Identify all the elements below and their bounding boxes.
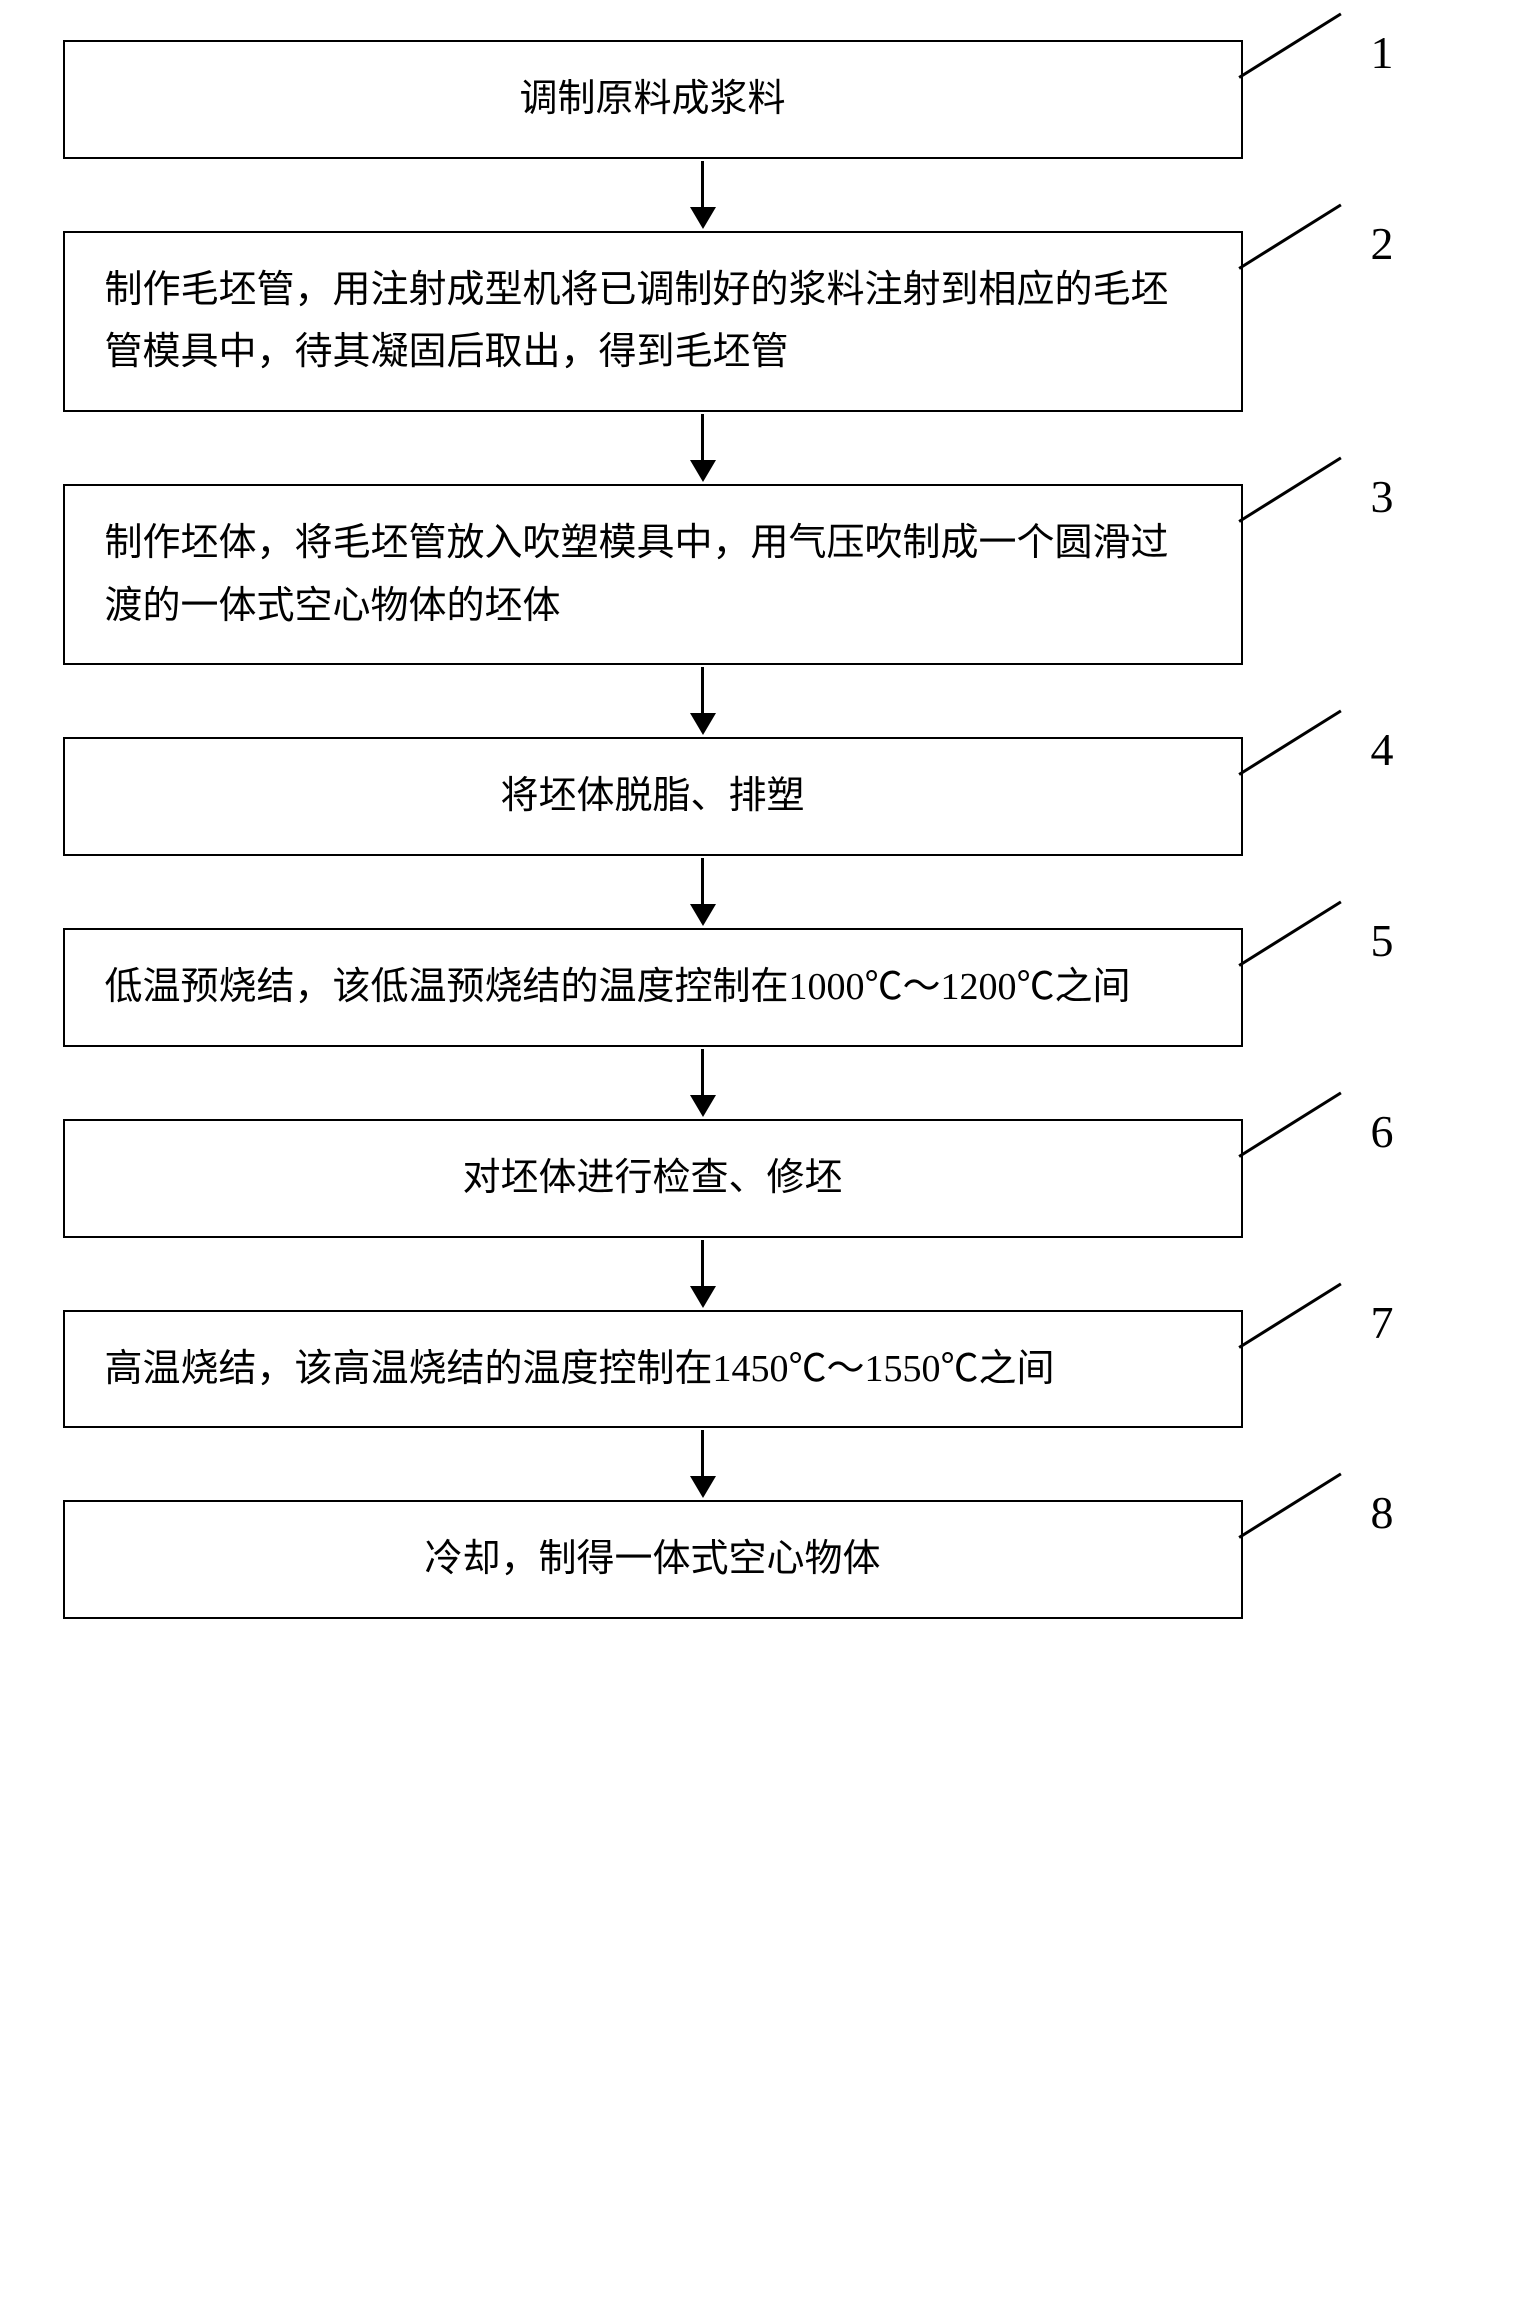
arrow-head bbox=[690, 1286, 716, 1308]
callout-3: 3 bbox=[1239, 478, 1394, 523]
step-text: 对坯体进行检查、修坯 bbox=[462, 1147, 842, 1210]
arrow-shaft bbox=[701, 858, 704, 904]
step-box-7: 高温烧结，该高温烧结的温度控制在1450℃～1550℃之间 bbox=[63, 1310, 1243, 1429]
step-row-7: 高温烧结，该高温烧结的温度控制在1450℃～1550℃之间 7 bbox=[63, 1310, 1463, 1429]
arrow-7 bbox=[690, 1428, 716, 1500]
callout-2: 2 bbox=[1239, 225, 1394, 270]
callout-num: 4 bbox=[1371, 723, 1394, 776]
arrow-shaft bbox=[701, 667, 704, 713]
callout-7: 7 bbox=[1239, 1304, 1394, 1349]
arrow-6 bbox=[690, 1238, 716, 1310]
callout-num: 5 bbox=[1371, 914, 1394, 967]
step-box-2: 制作毛坯管，用注射成型机将已调制好的浆料注射到相应的毛坯管模具中，待其凝固后取出… bbox=[63, 231, 1243, 412]
flowchart-container: 调制原料成浆料 1 制作毛坯管，用注射成型机将已调制好的浆料注射到相应的毛坯管模… bbox=[63, 40, 1463, 1619]
step-text: 调制原料成浆料 bbox=[519, 68, 785, 131]
arrow-head bbox=[690, 713, 716, 735]
arrow-3 bbox=[690, 665, 716, 737]
callout-line bbox=[1238, 457, 1341, 523]
callout-8: 8 bbox=[1239, 1494, 1394, 1539]
step-row-6: 对坯体进行检查、修坯 6 bbox=[63, 1119, 1463, 1238]
arrow-head bbox=[690, 1476, 716, 1498]
callout-line bbox=[1238, 1473, 1341, 1539]
step-box-1: 调制原料成浆料 bbox=[63, 40, 1243, 159]
callout-num: 6 bbox=[1371, 1105, 1394, 1158]
step-row-3: 制作坯体，将毛坯管放入吹塑模具中，用气压吹制成一个圆滑过渡的一体式空心物体的坯体… bbox=[63, 484, 1463, 665]
callout-line bbox=[1238, 710, 1341, 776]
arrow-shaft bbox=[701, 1430, 704, 1476]
step-row-1: 调制原料成浆料 1 bbox=[63, 40, 1463, 159]
arrow-5 bbox=[690, 1047, 716, 1119]
step-text: 制作毛坯管，用注射成型机将已调制好的浆料注射到相应的毛坯管模具中，待其凝固后取出… bbox=[105, 259, 1201, 384]
callout-line bbox=[1238, 13, 1341, 79]
arrow-shaft bbox=[701, 1240, 704, 1286]
callout-4: 4 bbox=[1239, 731, 1394, 776]
callout-1: 1 bbox=[1239, 34, 1394, 79]
callout-num: 1 bbox=[1371, 26, 1394, 79]
arrow-shaft bbox=[701, 161, 704, 207]
callout-line bbox=[1238, 203, 1341, 269]
arrow-head bbox=[690, 460, 716, 482]
callout-num: 7 bbox=[1371, 1296, 1394, 1349]
arrow-1 bbox=[690, 159, 716, 231]
arrow-4 bbox=[690, 856, 716, 928]
callout-line bbox=[1238, 1091, 1341, 1157]
arrow-2 bbox=[690, 412, 716, 484]
step-text: 高温烧结，该高温烧结的温度控制在1450℃～1550℃之间 bbox=[105, 1338, 1055, 1401]
callout-line bbox=[1238, 1282, 1341, 1348]
callout-num: 8 bbox=[1371, 1486, 1394, 1539]
callout-num: 2 bbox=[1371, 217, 1394, 270]
step-text: 制作坯体，将毛坯管放入吹塑模具中，用气压吹制成一个圆滑过渡的一体式空心物体的坯体 bbox=[105, 512, 1201, 637]
callout-6: 6 bbox=[1239, 1113, 1394, 1158]
step-box-3: 制作坯体，将毛坯管放入吹塑模具中，用气压吹制成一个圆滑过渡的一体式空心物体的坯体 bbox=[63, 484, 1243, 665]
arrow-head bbox=[690, 207, 716, 229]
arrow-shaft bbox=[701, 414, 704, 460]
callout-5: 5 bbox=[1239, 922, 1394, 967]
callout-num: 3 bbox=[1371, 470, 1394, 523]
step-box-6: 对坯体进行检查、修坯 bbox=[63, 1119, 1243, 1238]
step-row-4: 将坯体脱脂、排塑 4 bbox=[63, 737, 1463, 856]
step-row-5: 低温预烧结，该低温预烧结的温度控制在1000℃～1200℃之间 5 bbox=[63, 928, 1463, 1047]
arrow-head bbox=[690, 904, 716, 926]
step-text: 冷却，制得一体式空心物体 bbox=[424, 1528, 880, 1591]
callout-line bbox=[1238, 901, 1341, 967]
arrow-head bbox=[690, 1095, 716, 1117]
step-text: 将坯体脱脂、排塑 bbox=[500, 765, 804, 828]
step-box-8: 冷却，制得一体式空心物体 bbox=[63, 1500, 1243, 1619]
step-text: 低温预烧结，该低温预烧结的温度控制在1000℃～1200℃之间 bbox=[105, 956, 1131, 1019]
arrow-shaft bbox=[701, 1049, 704, 1095]
step-row-2: 制作毛坯管，用注射成型机将已调制好的浆料注射到相应的毛坯管模具中，待其凝固后取出… bbox=[63, 231, 1463, 412]
step-row-8: 冷却，制得一体式空心物体 8 bbox=[63, 1500, 1463, 1619]
step-box-4: 将坯体脱脂、排塑 bbox=[63, 737, 1243, 856]
step-box-5: 低温预烧结，该低温预烧结的温度控制在1000℃～1200℃之间 bbox=[63, 928, 1243, 1047]
